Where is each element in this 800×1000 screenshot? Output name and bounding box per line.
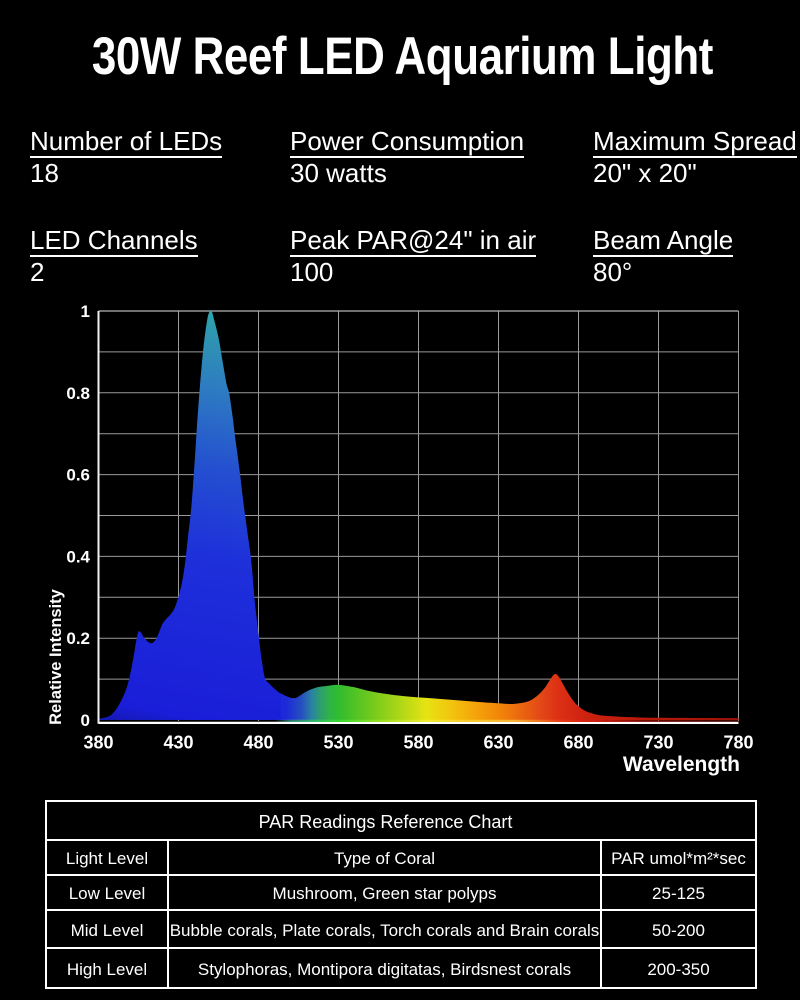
svg-text:Relative Intensity: Relative Intensity — [47, 588, 65, 725]
svg-text:380: 380 — [83, 733, 113, 753]
svg-text:430: 430 — [163, 733, 193, 753]
svg-text:530: 530 — [323, 733, 353, 753]
svg-text:630: 630 — [483, 733, 513, 753]
svg-text:680: 680 — [563, 733, 593, 753]
svg-text:480: 480 — [243, 733, 273, 753]
svg-text:0.4: 0.4 — [66, 547, 90, 566]
svg-text:730: 730 — [643, 733, 673, 753]
svg-text:1: 1 — [81, 302, 90, 321]
svg-text:0.2: 0.2 — [66, 629, 90, 648]
svg-text:580: 580 — [403, 733, 433, 753]
svg-text:0: 0 — [81, 711, 90, 730]
svg-text:0.6: 0.6 — [66, 466, 90, 485]
svg-text:Wavelength: Wavelength — [623, 753, 740, 776]
svg-text:0.8: 0.8 — [66, 384, 90, 403]
svg-text:780: 780 — [723, 733, 753, 753]
